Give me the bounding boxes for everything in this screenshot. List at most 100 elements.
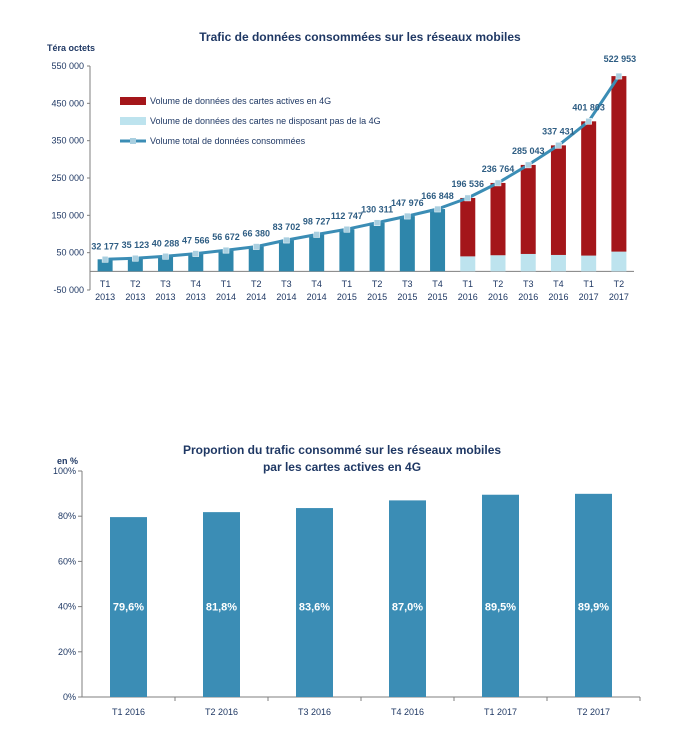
chart1-total-bar (309, 234, 325, 272)
chart2-bar-label: 87,0% (392, 602, 423, 614)
chart1-total-marker (524, 161, 532, 169)
chart1-total-marker (192, 250, 200, 257)
chart1-x-tick-quarter: T1 (342, 279, 353, 289)
chart1-total-marker (222, 246, 230, 254)
chart2-bar-label: 89,5% (485, 602, 516, 614)
chart1-data-label: 32 177 (91, 241, 119, 251)
chart1-x-tick-quarter: T2 (130, 279, 141, 289)
chart1-y-tick: 550 000 (51, 61, 84, 71)
chart1-x-tick-year: 2013 (156, 292, 176, 302)
chart2-bar-label: 89,9% (578, 602, 609, 614)
chart1-x-tick-quarter: T4 (432, 279, 443, 289)
chart2-x-tick: T2 2017 (577, 707, 610, 717)
chart1-x-tick-year: 2016 (488, 292, 508, 302)
chart2-x-tick: T4 2016 (391, 707, 424, 717)
chart1-x-tick-quarter: T3 (160, 279, 171, 289)
chart1-4g-bar (520, 164, 536, 254)
chart1-4g-bar (550, 145, 566, 255)
chart1-data-label: 47 566 (182, 236, 210, 246)
chart1-y-tick: 50 000 (56, 248, 84, 258)
chart1-total-bar (339, 229, 355, 272)
chart1-non4g-bar (460, 256, 476, 272)
chart1-x-tick-quarter: T4 (311, 279, 322, 289)
chart1-x-tick-year: 2015 (337, 292, 357, 302)
chart1-total-marker (313, 231, 320, 238)
chart2-bar (110, 517, 147, 697)
chart1-x-tick-quarter: T1 (100, 279, 111, 289)
chart1-4g-bar (460, 197, 476, 257)
chart1-x-tick-year: 2013 (95, 292, 115, 302)
chart2-y-tick: 80% (58, 511, 76, 521)
chart1-non4g-bar (490, 255, 506, 272)
chart1-x-tick-year: 2014 (246, 292, 266, 302)
chart1-total-marker (101, 256, 109, 263)
chart1-title: Trafic de données consommées sur les rés… (199, 30, 521, 44)
chart2-bar (482, 494, 519, 697)
chart1-4g-bar (490, 182, 506, 256)
chart1-data-label: 401 803 (572, 102, 605, 112)
chart2-unit-label: en % (57, 456, 78, 466)
chart1-non4g-bar (520, 253, 536, 272)
chart1-y-tick: -50 000 (53, 285, 84, 295)
chart1-total-marker (494, 179, 502, 187)
chart1-non4g-bar (611, 251, 627, 272)
chart1-data-label: 130 311 (361, 205, 393, 215)
chart1-x-tick-quarter: T3 (523, 279, 534, 289)
chart1-total-marker (615, 72, 623, 80)
chart2-x-tick: T1 2017 (484, 707, 517, 717)
chart1-total-marker (373, 219, 381, 226)
chart1-total-marker (132, 254, 139, 262)
chart2-bar (296, 508, 333, 697)
chart1-non4g-bar (581, 255, 597, 272)
chart1-x-tick-quarter: T4 (191, 279, 202, 289)
chart1-total-bar (158, 256, 174, 272)
chart1-total-bar (430, 209, 446, 272)
chart1-data-label: 40 288 (152, 238, 180, 248)
chart1-x-tick-year: 2013 (186, 292, 206, 302)
chart1-x-tick-quarter: T2 (251, 279, 262, 289)
chart1-total-marker (343, 225, 351, 233)
chart2-y-tick: 20% (58, 647, 76, 657)
legend-swatch-non4g (120, 117, 146, 125)
chart1-data-label: 66 380 (242, 229, 270, 239)
chart1-y-tick: 350 000 (51, 136, 84, 146)
chart2-bar (575, 493, 612, 697)
chart1-data-label: 285 043 (512, 146, 545, 156)
chart1-x-tick-year: 2017 (579, 292, 599, 302)
chart2-x-tick: T1 2016 (112, 707, 145, 717)
chart1-x-tick-quarter: T1 (221, 279, 232, 289)
chart2-x-tick: T2 2016 (205, 707, 238, 717)
chart2-x-tick: T3 2016 (298, 707, 331, 717)
chart1-x-tick-year: 2017 (609, 292, 629, 302)
chart1-total-line (105, 75, 621, 261)
chart2-bar (203, 512, 240, 697)
chart1-y-tick: 150 000 (51, 210, 84, 220)
chart1-x-tick-year: 2014 (216, 292, 236, 302)
chart1-x-tick-year: 2015 (428, 292, 448, 302)
chart1-y-tick: 450 000 (51, 98, 84, 108)
chart2-title: Proportion du trafic consommé sur les ré… (183, 443, 501, 457)
chart1-total-bar (218, 250, 234, 272)
legend-label-non4g: Volume de données des cartes ne disposan… (150, 116, 381, 126)
chart1-x-tick-quarter: T3 (402, 279, 413, 289)
chart1-data-label: 83 702 (273, 222, 301, 232)
chart1-total-marker (404, 212, 411, 220)
chart1-x-tick-quarter: T4 (553, 279, 564, 289)
chart1-total-bar (127, 258, 143, 272)
chart1-total-bar (248, 246, 264, 272)
chart1-4g-bar (581, 121, 597, 256)
chart1-unit-label: Téra octets (47, 43, 95, 53)
chart1-non4g-bar (550, 254, 566, 272)
chart1-x-tick-year: 2016 (458, 292, 478, 302)
chart1-x-tick-year: 2014 (276, 292, 296, 302)
chart1-total-marker (464, 194, 472, 202)
chart1-x-tick-quarter: T2 (372, 279, 383, 289)
chart1-data-label: 56 672 (212, 232, 240, 242)
chart2-bar-label: 83,6% (299, 602, 330, 614)
chart1-data-label: 236 764 (482, 164, 515, 174)
chart2-y-tick: 40% (58, 602, 76, 612)
chart2-bar-label: 81,8% (206, 602, 237, 614)
chart1-total-bar (97, 259, 113, 272)
